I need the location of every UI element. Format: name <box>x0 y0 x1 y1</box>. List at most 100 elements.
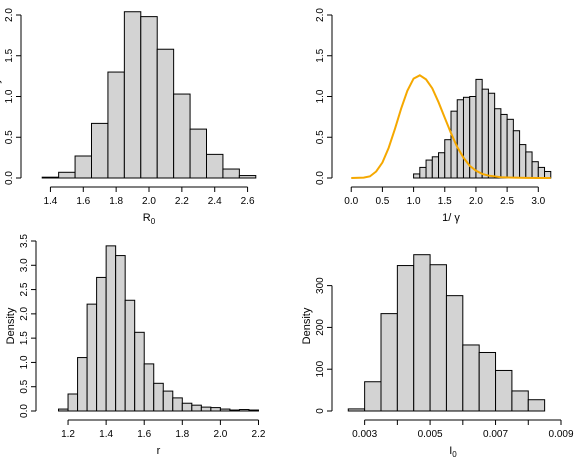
x-axis-label: R0 <box>143 212 156 226</box>
histogram-bar <box>229 409 240 412</box>
x-tick-label: 2.2 <box>175 196 189 207</box>
histogram-bar <box>156 48 175 179</box>
histogram-bar <box>512 130 521 179</box>
x-tick-label: 1.6 <box>137 429 151 440</box>
histogram-bar <box>475 78 483 179</box>
histogram-bar <box>396 265 415 412</box>
histogram-bar <box>191 404 202 412</box>
histogram-bar <box>219 408 231 412</box>
histogram-bar <box>115 255 126 412</box>
y-tick-label: 2.0 <box>19 306 30 320</box>
histogram-bar <box>456 99 464 179</box>
panel-i0-histogram: 0.003 0.005 0.007 0.009 I0 0 100 200 300 Density <box>301 254 574 459</box>
histogram-bar <box>58 408 69 412</box>
histogram-bar <box>438 152 446 179</box>
histogram-bar <box>143 363 155 412</box>
histogram-bar <box>413 173 421 179</box>
x-tick-label: 3.0 <box>531 196 545 207</box>
histogram-bar <box>495 369 513 412</box>
histogram-bar <box>481 88 489 179</box>
panel-r-histogram: 1.2 1.4 1.6 1.8 2.0 2.2 r 0.0 0.5 1.0 1.5 2.0 2.5 3.0… <box>5 234 266 457</box>
y-axis-label: Density <box>5 307 17 344</box>
x-tick-label: 2.6 <box>241 196 255 207</box>
x-tick-label: 0.005 <box>418 429 443 440</box>
histogram-bar <box>41 176 60 179</box>
histogram-bar <box>431 156 440 179</box>
x-tick-label: 0.007 <box>483 429 508 440</box>
x-tick-label: 1.5 <box>438 196 452 207</box>
histogram-bar <box>419 166 427 179</box>
histogram-bar <box>531 161 539 179</box>
histogram-bar <box>537 166 546 179</box>
histogram-bar <box>429 264 447 412</box>
y-tick-label: 0.5 <box>19 379 30 393</box>
histogram-bar <box>364 381 382 412</box>
histogram-bar <box>506 118 514 179</box>
x-tick-label: 1.8 <box>109 196 123 207</box>
x-tick-label: 1.4 <box>43 196 57 207</box>
x-axis-label: I0 <box>449 445 457 459</box>
histogram-bar <box>91 122 109 179</box>
y-tick-label: 0.0 <box>315 171 326 185</box>
histogram-bar <box>173 93 191 179</box>
histogram-bar <box>140 16 158 179</box>
x-tick-label: 1.0 <box>407 196 421 207</box>
x-tick-label: 0.003 <box>352 429 377 440</box>
y-tick-label: 0.5 <box>315 130 326 144</box>
histogram-bar <box>519 144 527 179</box>
histogram-bar <box>222 168 240 179</box>
x-tick-label: 2.0 <box>142 196 156 207</box>
y-tick-label: 3.5 <box>19 234 30 248</box>
y-tick-label: 1.0 <box>19 355 30 369</box>
histogram-bar <box>445 295 464 412</box>
x-tick-label: 2.4 <box>208 196 222 207</box>
histogram-bar <box>248 409 259 412</box>
y-tick-label: 0.0 <box>4 171 15 185</box>
y-tick-label: 2.5 <box>19 282 30 296</box>
x-tick-label: 2.2 <box>252 429 266 440</box>
x-axis-label: 1/ γ <box>442 212 460 224</box>
x-tick-label: 2.5 <box>500 196 514 207</box>
histogram-bar <box>380 313 398 412</box>
x-tick-label: 1.6 <box>76 196 90 207</box>
histogram-bar <box>86 303 98 412</box>
histogram-bar <box>494 108 502 179</box>
prior-density-curve <box>351 74 551 179</box>
histogram-bar <box>462 344 480 412</box>
histogram-bar <box>413 254 431 412</box>
x-tick-label: 2.0 <box>213 429 227 440</box>
x-tick-label: 1.8 <box>175 429 189 440</box>
histogram-bar <box>124 299 136 412</box>
y-tick-label: 1.5 <box>19 331 30 345</box>
histogram-bar <box>96 276 107 412</box>
histogram-bar <box>162 390 174 412</box>
y-tick-label: 0 <box>315 408 326 414</box>
y-tick-label: 1.0 <box>315 89 326 103</box>
y-tick-label: 3.0 <box>19 258 30 272</box>
histogram-bar <box>347 408 366 412</box>
histogram-bar <box>200 406 212 412</box>
y-tick-label: 2.0 <box>4 8 15 22</box>
histogram-bar <box>134 331 145 412</box>
histogram-bar <box>206 153 224 179</box>
histogram-bar <box>58 171 76 179</box>
y-tick-label: 1.5 <box>315 48 326 62</box>
histogram-bar <box>238 175 257 179</box>
histogram-bar <box>181 402 193 412</box>
y-tick-label: 2.0 <box>315 8 326 22</box>
y-tick-label: 300 <box>315 277 326 294</box>
histogram-bar <box>210 407 221 412</box>
histogram-bar <box>105 245 117 412</box>
histogram-bar <box>172 397 183 412</box>
histogram-bar <box>511 390 529 412</box>
x-tick-label: 0.5 <box>375 196 389 207</box>
y-tick-label: 1.0 <box>4 89 15 103</box>
y-tick-label: 200 <box>315 319 326 336</box>
histogram-bar <box>425 159 433 179</box>
y-axis-label: Density <box>301 307 313 344</box>
histogram-bar <box>77 357 88 412</box>
x-tick-label: 0.009 <box>548 429 573 440</box>
y-tick-label: 1.5 <box>4 48 15 62</box>
y-tick-label: 0.5 <box>4 130 15 144</box>
